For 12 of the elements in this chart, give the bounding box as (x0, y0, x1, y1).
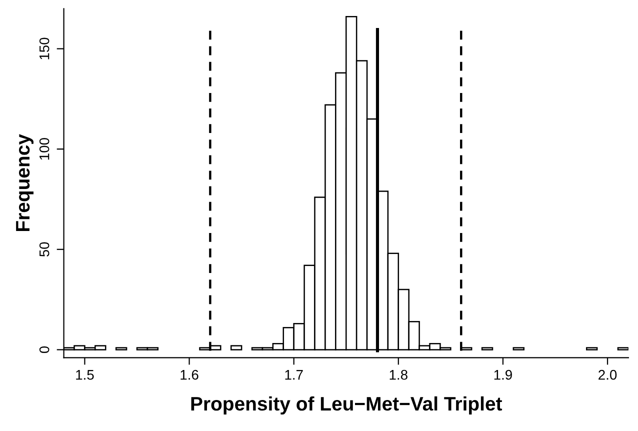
y-tick-label: 50 (39, 242, 50, 257)
x-tick-label: 1.8 (390, 370, 408, 380)
x-tick-label: 2.0 (598, 370, 617, 380)
x-tick-label: 1.7 (285, 370, 303, 380)
x-tick-label: 1.5 (76, 370, 94, 380)
x-tick-label: 1.9 (494, 370, 512, 380)
y-tick-label: 0 (39, 346, 50, 354)
x-axis-title: Propensity of Leu−Met−Val Triplet (191, 396, 502, 414)
y-tick-label: 150 (39, 38, 50, 60)
x-tick-label: 1.6 (180, 370, 198, 380)
y-axis-title: Frequency (16, 134, 34, 232)
y-tick-label: 100 (39, 138, 50, 160)
